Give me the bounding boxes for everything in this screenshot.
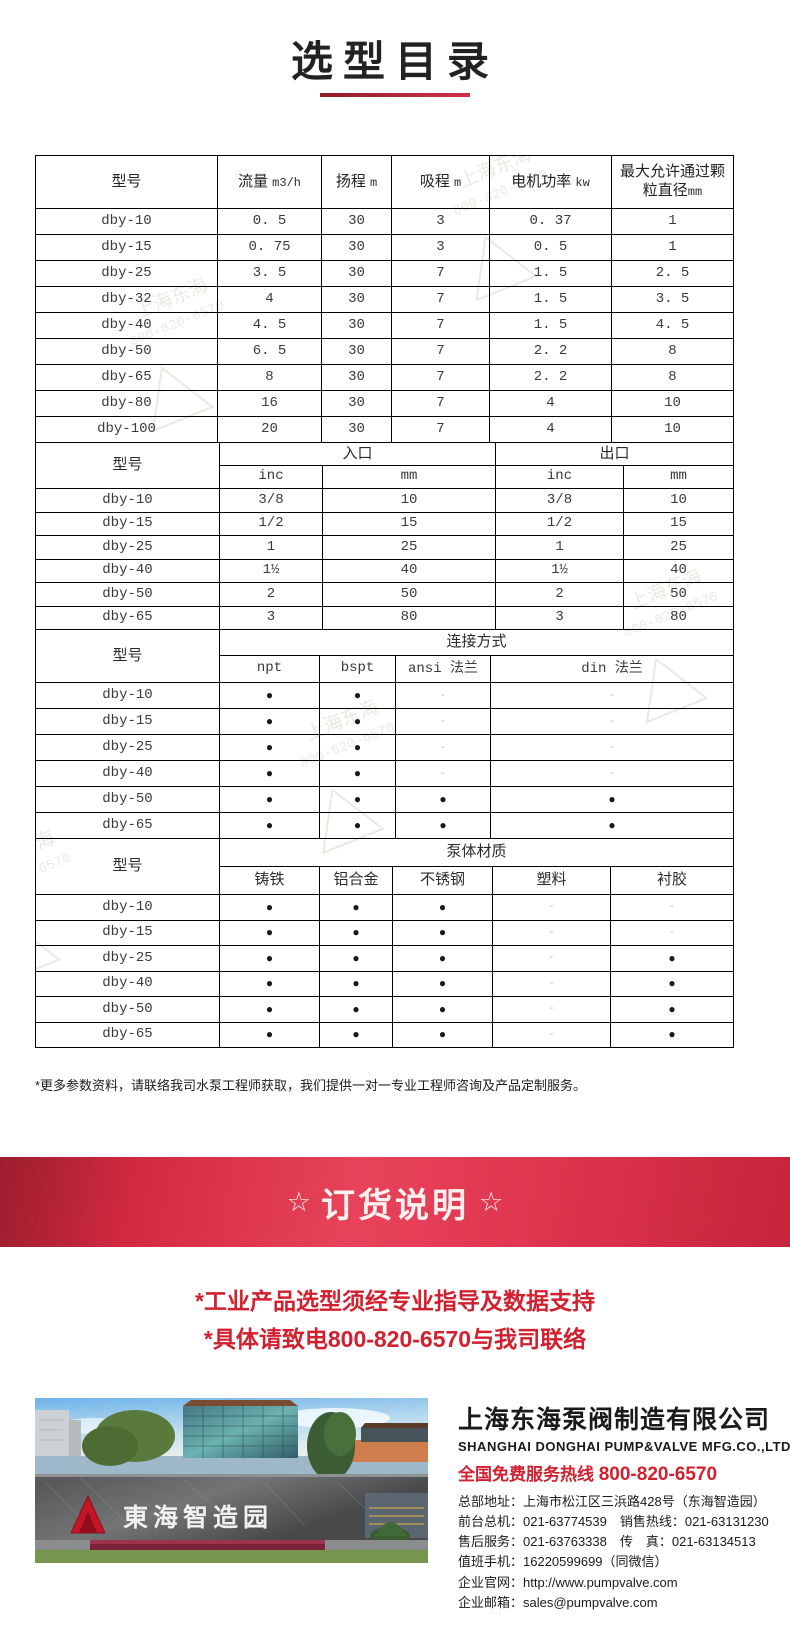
svg-text:東海智造园: 東海智造园: [123, 1503, 273, 1532]
